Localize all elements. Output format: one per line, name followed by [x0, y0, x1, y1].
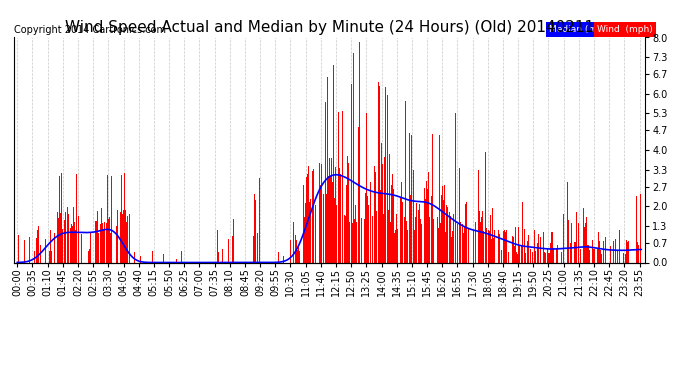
Text: Wind  (mph): Wind (mph)	[597, 25, 653, 34]
Text: Copyright 2014 Cartronics.com: Copyright 2014 Cartronics.com	[14, 25, 166, 35]
Title: Wind Speed Actual and Median by Minute (24 Hours) (Old) 20140211: Wind Speed Actual and Median by Minute (…	[65, 20, 594, 35]
Text: Median (mph): Median (mph)	[549, 25, 612, 34]
